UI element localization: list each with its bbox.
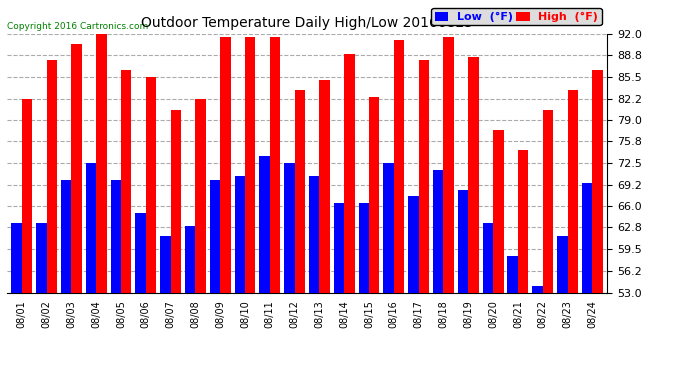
Legend: Low  (°F), High  (°F): Low (°F), High (°F) <box>431 8 602 26</box>
Bar <box>543 110 553 292</box>
Bar <box>170 110 181 292</box>
Bar <box>61 180 71 292</box>
Bar <box>518 150 529 292</box>
Bar <box>146 77 156 292</box>
Bar <box>86 163 96 292</box>
Bar <box>110 180 121 292</box>
Bar <box>235 176 245 292</box>
Bar <box>592 70 603 292</box>
Bar <box>135 213 146 292</box>
Bar <box>483 223 493 292</box>
Bar <box>11 223 22 292</box>
Bar <box>259 156 270 292</box>
Bar <box>384 163 394 292</box>
Bar <box>369 97 380 292</box>
Bar <box>469 57 479 292</box>
Bar <box>309 176 319 292</box>
Bar <box>408 196 419 292</box>
Bar <box>319 80 330 292</box>
Bar <box>270 37 280 292</box>
Bar <box>444 37 454 292</box>
Bar <box>433 170 444 292</box>
Bar <box>557 236 567 292</box>
Bar <box>96 30 107 292</box>
Bar <box>419 60 429 292</box>
Bar <box>532 286 543 292</box>
Bar <box>220 37 230 292</box>
Bar <box>36 223 47 292</box>
Title: Outdoor Temperature Daily High/Low 20160825: Outdoor Temperature Daily High/Low 20160… <box>141 16 473 30</box>
Bar <box>284 163 295 292</box>
Bar <box>121 70 131 292</box>
Text: Copyright 2016 Cartronics.com: Copyright 2016 Cartronics.com <box>7 22 148 31</box>
Bar <box>359 203 369 292</box>
Bar <box>394 40 404 292</box>
Bar <box>295 90 305 292</box>
Bar <box>582 183 592 292</box>
Bar <box>22 99 32 292</box>
Bar <box>210 180 220 292</box>
Bar <box>458 190 469 292</box>
Bar <box>507 256 518 292</box>
Bar <box>344 54 355 292</box>
Bar <box>493 130 504 292</box>
Bar <box>567 90 578 292</box>
Bar <box>334 203 344 292</box>
Bar <box>71 44 82 292</box>
Bar <box>185 226 195 292</box>
Bar <box>160 236 170 292</box>
Bar <box>195 99 206 292</box>
Bar <box>47 60 57 292</box>
Bar <box>245 37 255 292</box>
